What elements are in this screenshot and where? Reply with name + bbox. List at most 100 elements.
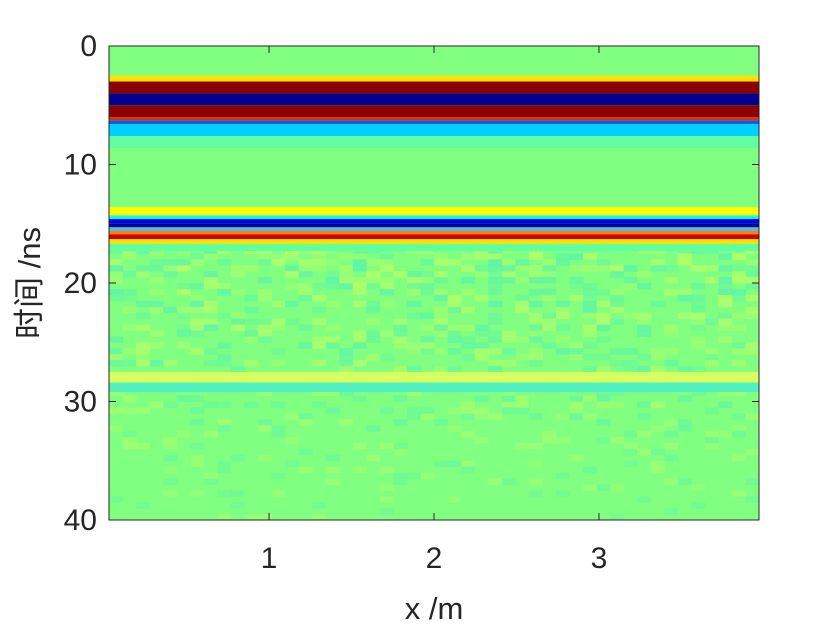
texture-cell [731,253,746,260]
texture-cell [163,271,178,278]
texture-cell [339,265,354,272]
texture-cell [623,448,638,456]
texture-cell [244,294,259,302]
texture-cell [393,448,408,456]
texture-cell [664,419,679,426]
texture-cell [217,419,232,426]
texture-cell [488,330,503,337]
texture-cell [203,300,218,308]
texture-cell [176,259,191,266]
texture-cell [163,306,178,314]
texture-cell [542,431,557,438]
texture-cell [406,348,421,355]
texture-cell [515,294,530,302]
texture-cell [569,294,584,302]
texture-cell [230,318,245,325]
texture-cell [325,277,340,284]
texture-cell [217,460,232,468]
texture-cell [393,318,408,325]
texture-cell [447,306,462,314]
texture-cell [555,300,570,308]
texture-cell [582,288,597,296]
texture-cell [555,259,570,266]
texture-cell [704,360,719,367]
texture-cell [325,336,340,343]
texture-cell [650,425,665,432]
texture-cell [582,312,597,320]
texture-cell [474,324,489,331]
texture-cell [569,454,584,462]
texture-cell [677,253,692,260]
texture-cell [190,259,205,266]
texture-cell [664,324,679,331]
texture-cell [623,460,638,468]
reflection-band [109,215,759,220]
texture-cell [339,354,354,361]
texture-cell [515,265,530,272]
texture-cell [542,265,557,272]
texture-cell [122,306,137,314]
texture-cell [176,324,191,331]
texture-cell [488,277,503,284]
y-tick-label: 10 [64,149,97,182]
texture-cell [393,478,408,485]
texture-cell [731,425,746,432]
texture-cell [569,283,584,290]
texture-cell [312,336,327,343]
texture-cell [136,348,151,355]
texture-cell [298,283,313,290]
texture-cell [637,354,652,361]
texture-cell [515,442,530,450]
texture-cell [542,259,557,266]
texture-cell [582,324,597,331]
texture-cell [352,395,367,402]
texture-cell [312,318,327,325]
texture-cell [447,348,462,355]
texture-cell [122,407,137,414]
texture-cell [257,336,272,343]
texture-cell [109,259,124,266]
texture-cell [596,437,611,444]
texture-cell [379,265,394,272]
texture-cell [637,401,652,408]
texture-cell [474,407,489,414]
reflection-band [109,223,759,228]
texture-cell [582,413,597,420]
texture-cell [122,360,137,367]
texture-cell [298,294,313,302]
texture-cell [434,277,449,284]
texture-cell [149,288,164,296]
reflection-band [109,117,759,121]
texture-cell [176,342,191,349]
reflection-band [109,243,759,251]
texture-cell [447,300,462,308]
texture-cell [176,306,191,314]
texture-cell [718,288,733,296]
texture-cell [528,360,543,367]
texture-cell [379,300,394,308]
texture-cell [230,490,245,497]
texture-cell [122,324,137,331]
texture-cell [122,431,137,438]
reflection-band [109,105,759,118]
texture-cell [109,265,124,272]
texture-cell [136,300,151,308]
texture-cell [136,324,151,331]
texture-cell [731,348,746,355]
texture-cell [190,395,205,402]
texture-cell [637,283,652,290]
texture-cell [555,306,570,314]
texture-cell [163,401,178,408]
texture-cell [474,265,489,272]
texture-cell [122,442,137,450]
texture-cell [379,484,394,491]
texture-cell [163,490,178,497]
texture-cell [163,478,178,485]
texture-cell [325,324,340,331]
texture-cell [109,271,124,278]
texture-cell [488,318,503,325]
texture-cell [203,318,218,325]
texture-cell [244,306,259,314]
texture-cell [285,413,300,420]
texture-cell [163,360,178,367]
